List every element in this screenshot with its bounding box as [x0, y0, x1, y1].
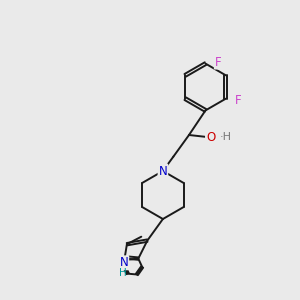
Text: H: H: [119, 268, 127, 278]
Text: O: O: [206, 131, 215, 144]
Text: F: F: [235, 94, 242, 107]
Text: F: F: [215, 56, 221, 69]
Text: ·H: ·H: [220, 132, 232, 142]
Text: N: N: [158, 164, 167, 178]
Text: N: N: [119, 256, 128, 269]
